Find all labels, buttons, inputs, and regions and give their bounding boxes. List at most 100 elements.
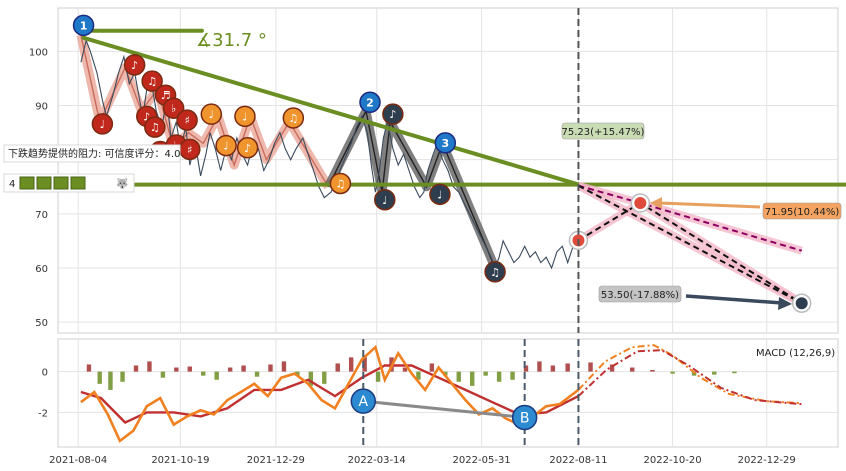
target-mid-text: 71.95(10.44%)	[765, 207, 840, 218]
macd-histogram-bar	[227, 367, 233, 372]
marker-note	[329, 172, 352, 195]
marker-label: 2	[366, 96, 374, 109]
macd-histogram-bar	[108, 371, 113, 390]
target-up-box	[561, 122, 645, 140]
x-tick-label: 2022-03-14	[348, 455, 406, 466]
macd-y-tick-label: 0	[42, 368, 48, 379]
marker-wave	[359, 91, 381, 113]
macd-histogram-bar	[630, 367, 635, 372]
marker-note	[429, 183, 451, 206]
macd-histogram-bar	[523, 365, 529, 372]
forecast-point	[795, 297, 808, 310]
marker-label: ♫	[150, 121, 160, 134]
macd-histogram-bar	[650, 369, 655, 372]
target-down-text: 53.50(-17.88%)	[601, 290, 679, 301]
marker-label: ♬	[161, 89, 171, 102]
marker-note	[141, 70, 163, 92]
x-tick-label: 2022-08-11	[549, 455, 607, 466]
x-tick-label: 2021-10-19	[151, 455, 209, 466]
macd-histogram-bar	[86, 364, 92, 372]
forecast-line-1	[577, 184, 803, 305]
marker-label: ♯	[187, 143, 192, 156]
marker-note	[176, 109, 198, 131]
macd-line	[80, 344, 580, 443]
price-y-tick-label: 70	[35, 210, 48, 221]
marker-label: ♩	[209, 108, 214, 121]
target-down-box	[598, 285, 682, 303]
marker-wave	[72, 14, 95, 37]
marker-note	[162, 97, 185, 119]
rating-score: 4	[9, 179, 15, 190]
macd-histogram-bar	[133, 365, 139, 372]
price-y-tick-label: 60	[35, 264, 48, 275]
macd-histogram-bar	[402, 367, 408, 372]
marker-label: ♩	[224, 140, 229, 153]
marker-note	[484, 261, 506, 283]
marker-note	[123, 54, 146, 76]
marker-label: ♩	[437, 188, 442, 201]
divergence-marker	[511, 404, 538, 431]
marker-label: ♪	[244, 142, 251, 155]
divergence-marker	[350, 388, 377, 414]
x-tick-label: 2022-12-29	[738, 455, 796, 466]
macd-histogram-bar	[375, 371, 381, 382]
macd-histogram-bar	[147, 361, 152, 372]
macd-panel: -2 0 A B MACD (12,26,9)	[38, 338, 839, 448]
macd-histogram-bar	[588, 362, 593, 372]
marker-label: ♪	[143, 110, 150, 123]
macd-y-tick-label: -2	[38, 408, 48, 419]
forecast-point	[634, 197, 647, 209]
marker-label: ♫	[490, 266, 500, 279]
marker-note	[236, 137, 259, 159]
marker-label: ♩	[100, 118, 105, 131]
marker-note	[200, 103, 223, 125]
macd-histogram-bar	[416, 371, 421, 380]
trend-line-0	[81, 35, 585, 188]
macd-histogram-bar	[470, 371, 475, 386]
target-mid-arrow	[659, 201, 761, 209]
macd-histogram-bar	[120, 371, 125, 382]
marker-label: 3	[441, 137, 449, 150]
price-y-tick-label: 50	[35, 318, 48, 329]
marker-note	[91, 113, 114, 135]
target-down-arrow	[685, 294, 783, 305]
macd-histogram-bar	[670, 371, 675, 374]
macd-histogram-bar	[201, 371, 206, 376]
marker-label: ♪	[389, 108, 396, 121]
macd-histogram-bar	[214, 371, 219, 380]
macd-histogram-bar	[187, 366, 192, 372]
marker-note	[234, 105, 256, 128]
macd-histogram-bar	[609, 364, 615, 372]
rating-badge	[19, 176, 35, 190]
marker-note	[215, 134, 237, 157]
divergence-line	[363, 399, 525, 419]
macd-histogram-bar	[565, 363, 570, 372]
macd-histogram-bar	[322, 371, 327, 384]
macd-histogram-bar	[348, 357, 354, 372]
marker-label: ♫	[288, 112, 298, 125]
macd-histogram-bar	[429, 363, 435, 372]
marker-note	[144, 116, 166, 138]
macd-histogram-bar	[732, 371, 737, 374]
macd-histogram-bar	[241, 365, 246, 372]
macd-histogram-bar	[174, 367, 179, 372]
macd-histogram-bar	[295, 371, 300, 376]
macd-histogram-bar	[97, 371, 102, 384]
macd-histogram-bar	[712, 371, 717, 375]
x-tick-label: 2021-08-04	[49, 455, 107, 466]
macd-histogram-bar	[160, 371, 166, 378]
target-mid-arrowhead	[650, 197, 662, 209]
x-tick-label: 2022-05-31	[453, 455, 511, 466]
marker-wave	[434, 132, 457, 154]
x-tick-label: 2022-10-20	[644, 455, 702, 466]
divergence-label: A	[358, 394, 368, 410]
divergence-label: B	[520, 410, 530, 426]
macd-histogram-bar	[362, 355, 367, 372]
marker-label: ♩	[382, 194, 387, 207]
macd-histogram-bar	[550, 365, 556, 372]
target-up-text: 75.23(+15.47%)	[562, 127, 645, 138]
marker-label: ♯	[184, 114, 189, 127]
resistance-text: 下跌趋势提供的阻力: 可信度评分：4.0	[8, 147, 180, 160]
signal-forecast-line	[577, 349, 802, 406]
